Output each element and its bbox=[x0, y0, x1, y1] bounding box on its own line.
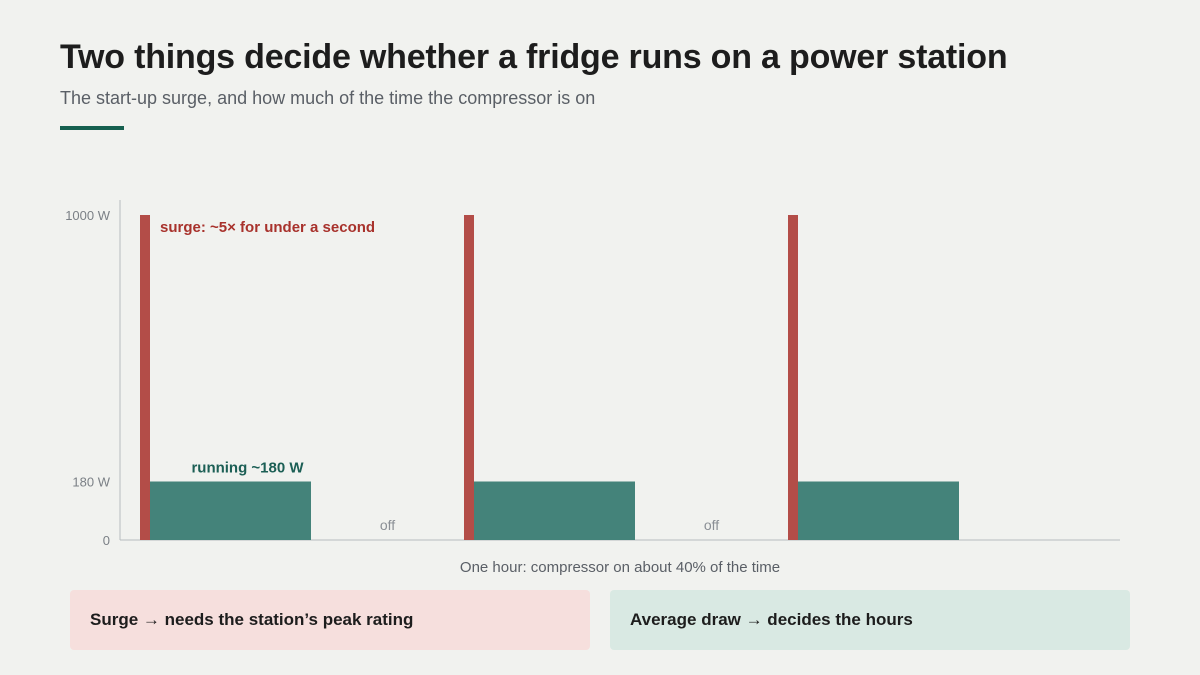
chart-title: Two things decide whether a fridge runs … bbox=[60, 38, 1008, 76]
x-axis-caption: One hour: compressor on about 40% of the… bbox=[460, 559, 780, 576]
surge-card-label: Surge → needs the station’s peak rating bbox=[90, 610, 414, 629]
y-tick-label: 1000 W bbox=[65, 208, 111, 223]
accent-rule bbox=[60, 126, 124, 130]
y-tick-label: 180 W bbox=[72, 475, 110, 490]
surge-spike bbox=[464, 215, 474, 540]
average-draw-card: Average draw → decides the hours bbox=[610, 590, 1130, 650]
y-tick-label: 0 bbox=[103, 533, 110, 548]
surge-annotation: surge: ~5× for under a second bbox=[160, 219, 375, 236]
average-draw-card-label: Average draw → decides the hours bbox=[630, 610, 913, 629]
chart-subtitle: The start-up surge, and how much of the … bbox=[60, 88, 596, 108]
surge-card: Surge → needs the station’s peak rating bbox=[70, 590, 590, 650]
running-bar bbox=[788, 481, 959, 540]
surge-spike bbox=[788, 215, 798, 540]
off-label: off bbox=[380, 517, 395, 533]
running-bar bbox=[464, 481, 635, 540]
running-bar bbox=[140, 481, 311, 540]
off-label: off bbox=[704, 517, 719, 533]
running-annotation: running ~180 W bbox=[191, 460, 304, 477]
surge-spike bbox=[140, 215, 150, 540]
